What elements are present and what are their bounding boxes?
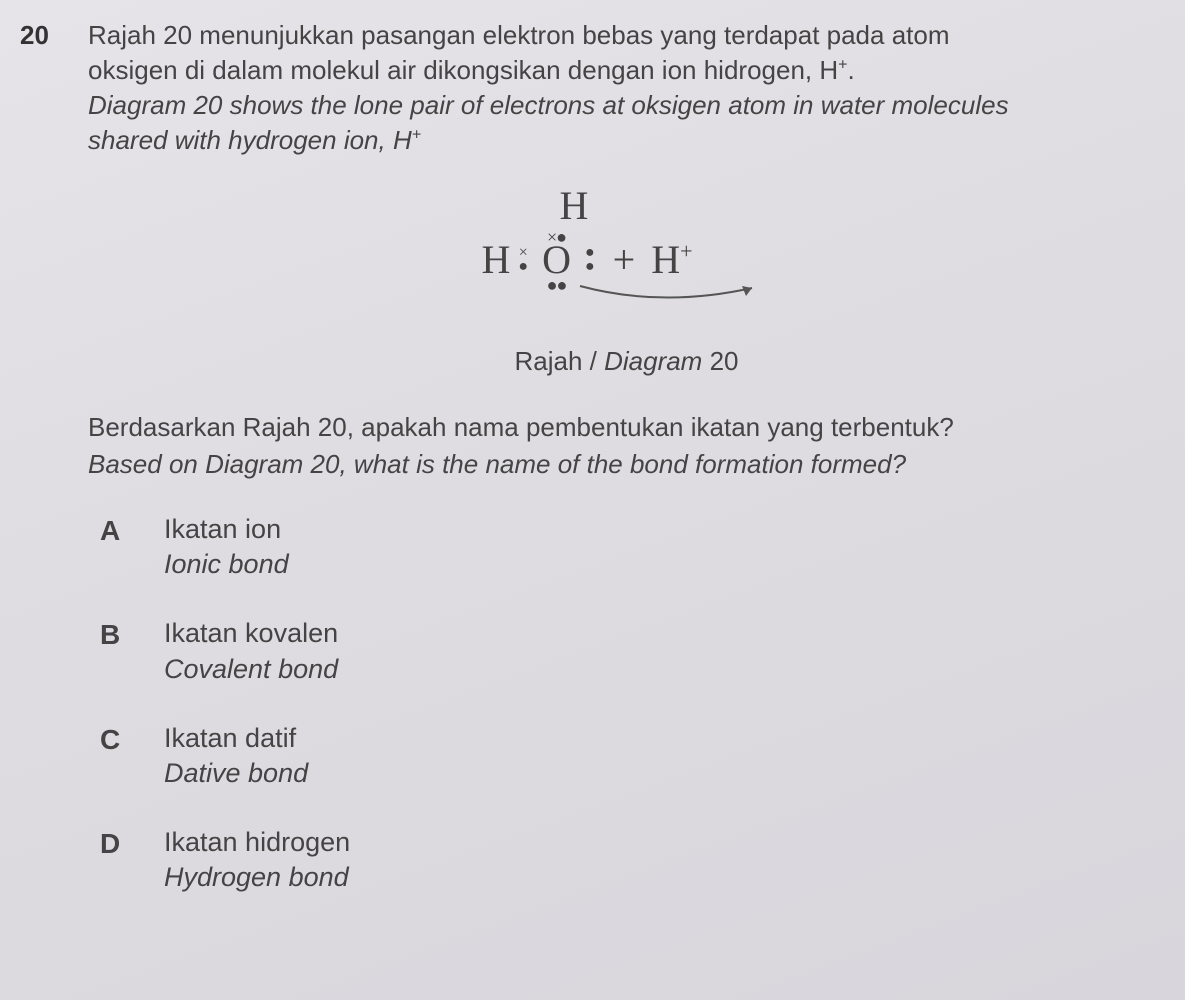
option-d[interactable]: D Ikatan hidrogen Hydrogen bond	[100, 825, 1165, 895]
option-english: Hydrogen bond	[164, 860, 350, 895]
hydrogen-ion: H+	[651, 240, 692, 280]
option-text: Ikatan kovalen Covalent bond	[164, 616, 338, 686]
dot: ●	[585, 260, 595, 274]
text-line: Diagram 20 shows the lone pair of electr…	[88, 90, 1009, 120]
question-text-english: Diagram 20 shows the lone pair of electr…	[88, 88, 1165, 158]
option-malay: Ikatan kovalen	[164, 618, 338, 648]
text-line: oksigen di dalam molekul air dikongsikan…	[88, 55, 838, 85]
option-letter: A	[100, 512, 130, 582]
diagram-top-h: H	[482, 186, 772, 226]
option-b[interactable]: B Ikatan kovalen Covalent bond	[100, 616, 1165, 686]
subq-malay: Berdasarkan Rajah 20, apakah nama pemben…	[88, 409, 1165, 445]
option-c[interactable]: C Ikatan datif Dative bond	[100, 721, 1165, 791]
oxygen-atom: ×● O ●●	[536, 240, 577, 280]
sub-question: Berdasarkan Rajah 20, apakah nama pemben…	[88, 409, 1165, 482]
bond-dots-left: × ●	[518, 246, 528, 275]
diagram-caption: Rajah / Diagram 20	[88, 344, 1165, 379]
option-english: Dative bond	[164, 756, 308, 791]
hydrogen-letter: H	[651, 237, 680, 282]
exam-question-page: 20 Rajah 20 menunjukkan pasangan elektro…	[0, 0, 1185, 949]
diagram-container: H H × ● ×● O ●● ●	[88, 186, 1165, 308]
subq-english: Based on Diagram 20, what is the name of…	[88, 446, 1165, 482]
text-line: shared with hydrogen ion, H	[88, 125, 412, 155]
curved-arrow-icon	[572, 282, 772, 308]
option-malay: Ikatan ion	[164, 514, 281, 544]
option-a[interactable]: A Ikatan ion Ionic bond	[100, 512, 1165, 582]
caption-sep: /	[582, 346, 604, 376]
text-end: .	[847, 55, 854, 85]
question-text-malay: Rajah 20 menunjukkan pasangan elektron b…	[88, 18, 1165, 88]
option-malay: Ikatan hidrogen	[164, 827, 350, 857]
option-letter: D	[100, 825, 130, 895]
option-letter: C	[100, 721, 130, 791]
hydrogen-atom: H	[560, 183, 589, 228]
question-row: 20 Rajah 20 menunjukkan pasangan elektro…	[20, 18, 1165, 929]
superscript-plus: +	[680, 239, 692, 264]
option-letter: B	[100, 616, 130, 686]
option-text: Ikatan hidrogen Hydrogen bond	[164, 825, 350, 895]
option-text: Ikatan datif Dative bond	[164, 721, 308, 791]
question-body: Rajah 20 menunjukkan pasangan elektron b…	[88, 18, 1165, 929]
caption-number: 20	[702, 346, 738, 376]
hydrogen-atom: H	[482, 240, 511, 280]
option-text: Ikatan ion Ionic bond	[164, 512, 289, 582]
option-english: Ionic bond	[164, 547, 289, 582]
superscript-plus: +	[412, 127, 421, 144]
text-line: Rajah 20 menunjukkan pasangan elektron b…	[88, 20, 950, 50]
lone-pair-top: ×●	[547, 228, 566, 246]
question-number: 20	[20, 18, 60, 929]
lone-pair-bottom: ●●	[547, 276, 567, 294]
diagram-bottom-row: H × ● ×● O ●● ● ●	[482, 240, 772, 280]
bond-dots-right: ● ●	[585, 246, 595, 275]
answer-options: A Ikatan ion Ionic bond B Ikatan kovalen…	[88, 512, 1165, 895]
plus-sign: +	[613, 240, 636, 280]
option-english: Covalent bond	[164, 652, 338, 687]
lewis-structure-diagram: H H × ● ×● O ●● ●	[482, 186, 772, 308]
caption-malay: Rajah	[514, 346, 582, 376]
dot: ●	[518, 260, 528, 274]
caption-english: Diagram	[604, 346, 702, 376]
option-malay: Ikatan datif	[164, 723, 296, 753]
